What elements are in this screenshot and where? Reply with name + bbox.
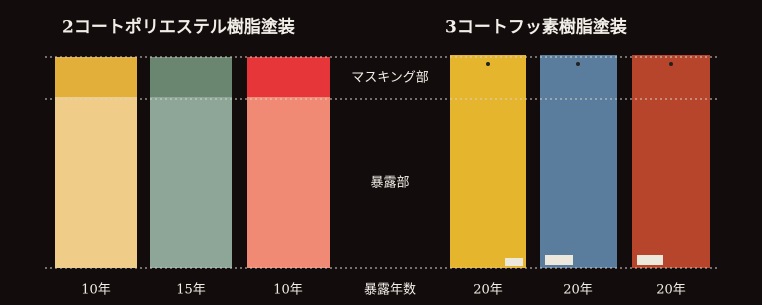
panel-4 — [450, 55, 526, 268]
left-title: 2コートポリエステル樹脂塗装 — [62, 17, 295, 38]
masking-label: マスキング部 — [351, 71, 429, 86]
right-title: 3コートフッ素樹脂塗装 — [445, 17, 627, 38]
panel-3 — [247, 57, 330, 268]
panel-1 — [55, 57, 137, 268]
panel-years: 15年 — [176, 283, 206, 298]
panel-years: 20年 — [473, 283, 503, 298]
panel-2 — [150, 57, 232, 268]
panel-years: 10年 — [273, 283, 303, 298]
exposure-label: 暴露部 — [370, 176, 409, 191]
panel-5 — [540, 55, 617, 268]
panel-years: 20年 — [563, 283, 593, 298]
years-label: 暴露年数 — [364, 283, 416, 298]
figure: 2コートポリエステル樹脂塗装 3コートフッ素樹脂塗装 マスキング部 暴露部 暴露… — [0, 0, 762, 305]
panel-6 — [632, 55, 710, 268]
panel-years: 10年 — [81, 283, 111, 298]
panel-years: 20年 — [656, 283, 686, 298]
